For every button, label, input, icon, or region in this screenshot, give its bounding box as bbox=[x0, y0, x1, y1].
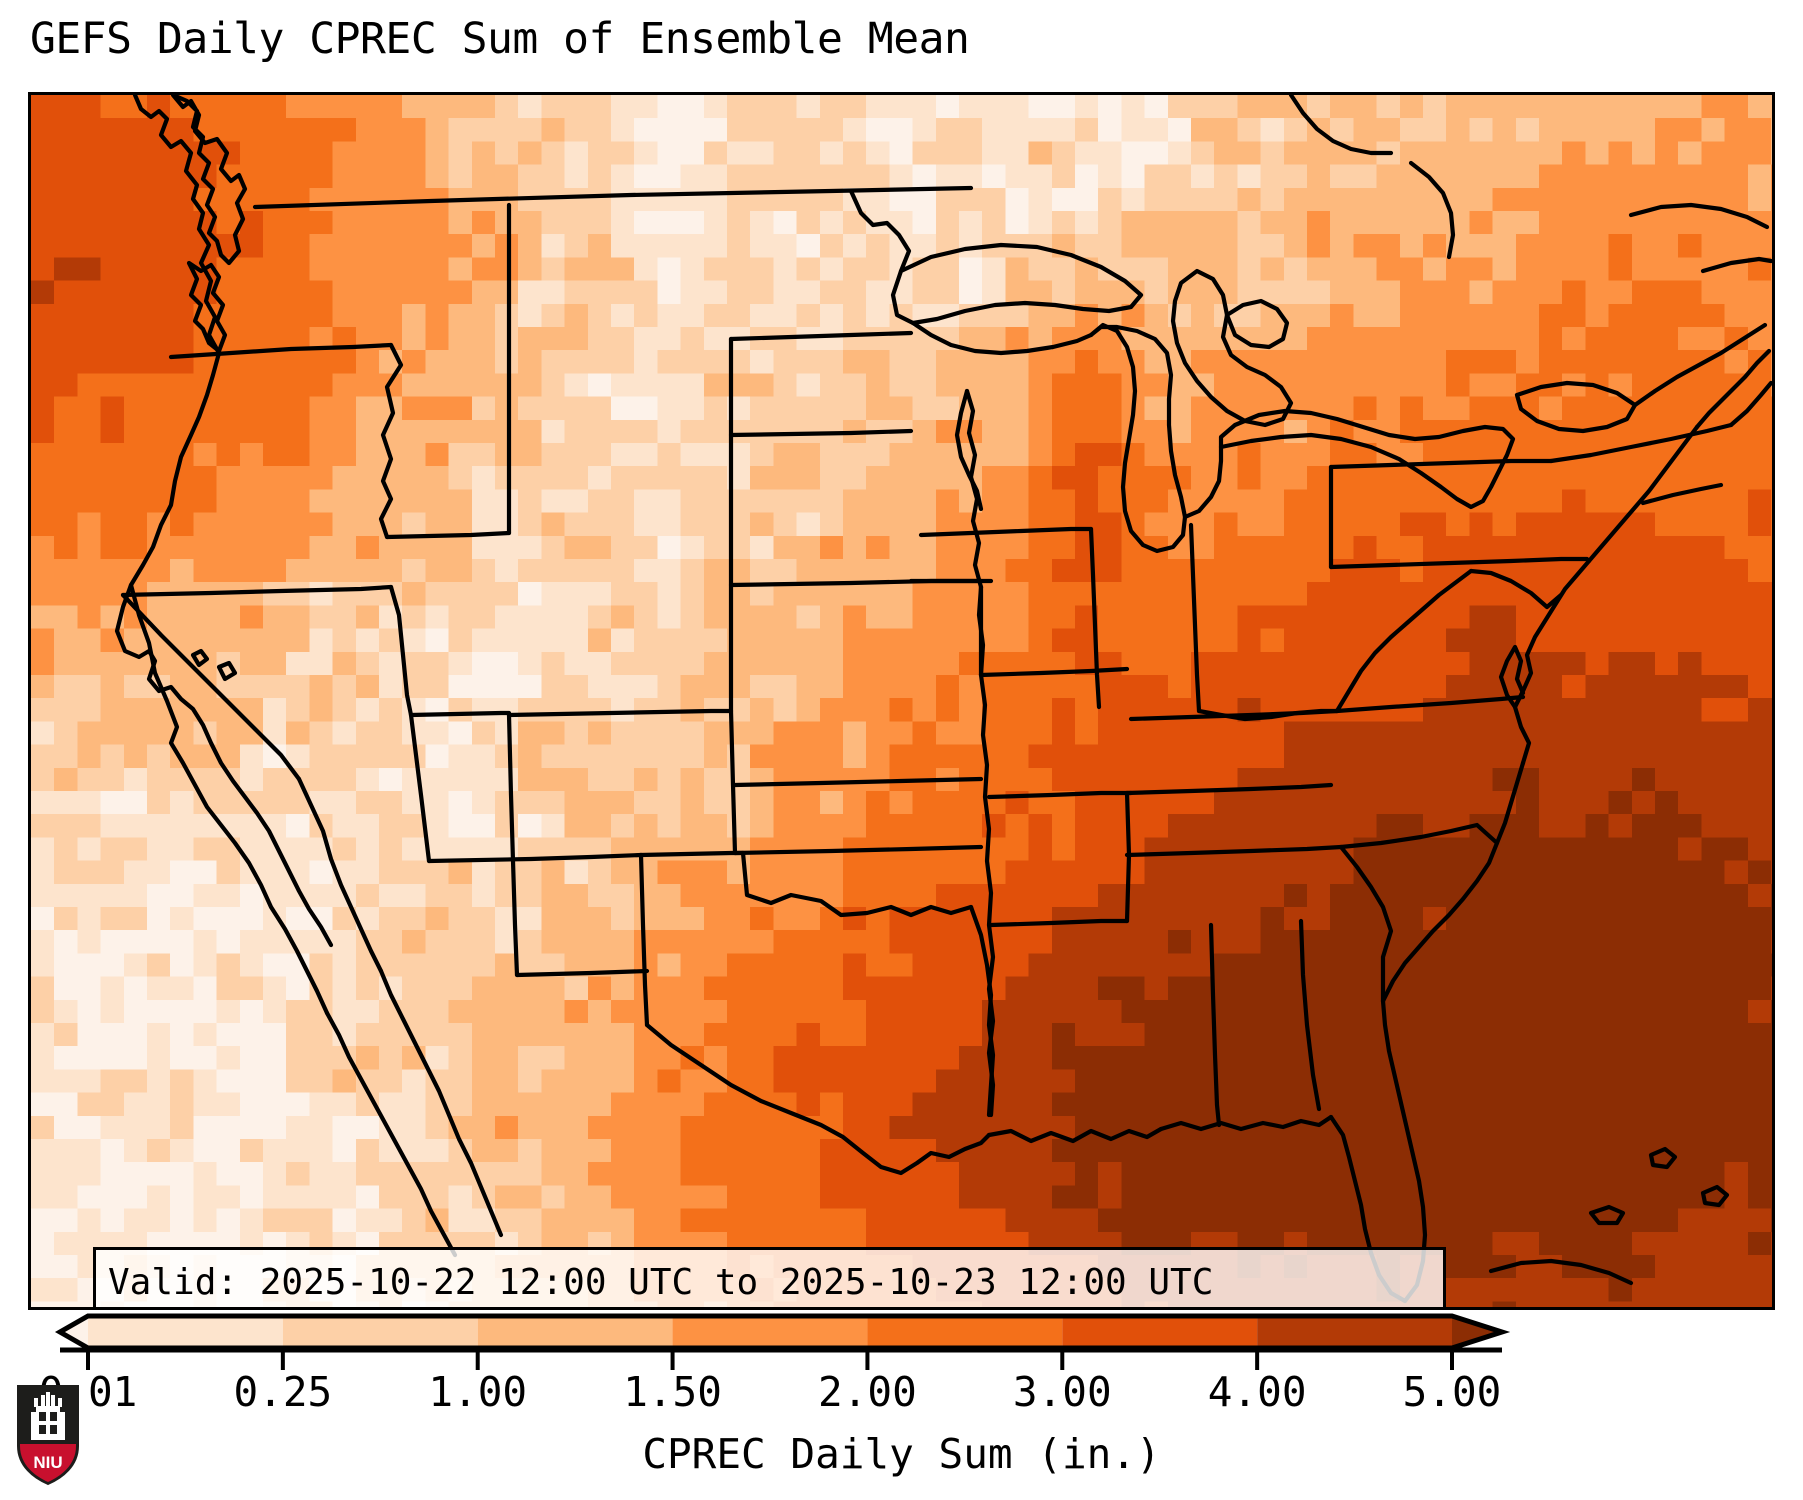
run-time-text: Run: 2025-10-02 00:00 UTC bbox=[108, 1308, 1431, 1310]
info-box: Valid: 2025-10-22 12:00 UTC to 2025-10-2… bbox=[93, 1247, 1446, 1310]
colorbar-canvas bbox=[54, 1313, 1511, 1370]
logo-tower-windows bbox=[39, 1412, 57, 1434]
precipitation-map: Valid: 2025-10-22 12:00 UTC to 2025-10-2… bbox=[28, 92, 1775, 1310]
niu-logo-icon: NIU bbox=[17, 1385, 79, 1486]
valid-time-text: Valid: 2025-10-22 12:00 UTC to 2025-10-2… bbox=[108, 1262, 1214, 1303]
page-title: GEFS Daily CPREC Sum of Ensemble Mean bbox=[30, 14, 970, 64]
colorbar-axis-label: CPREC Daily Sum (in.) bbox=[642, 1430, 1161, 1478]
colorbar-bands bbox=[60, 1316, 1502, 1348]
logo-tower-icon bbox=[31, 1392, 65, 1440]
colorbar-tick-5: 3.00 bbox=[1012, 1368, 1112, 1416]
logo-text: NIU bbox=[33, 1453, 62, 1472]
colorbar-tick-3: 1.50 bbox=[623, 1368, 722, 1416]
map-canvas bbox=[31, 95, 1772, 1307]
colorbar-tick-labels: 0.01 0.25 1.00 1.50 2.00 3.00 4.00 5.00 bbox=[0, 1368, 1803, 1424]
colorbar-tick-2: 1.00 bbox=[428, 1368, 528, 1416]
colorbar-tick-1: 0.25 bbox=[233, 1368, 333, 1416]
colorbar bbox=[0, 1312, 1803, 1382]
geographic-boundaries bbox=[114, 95, 1772, 1304]
colorbar-ticks bbox=[60, 1347, 1502, 1370]
colorbar-tick-4: 2.00 bbox=[818, 1368, 917, 1416]
colorbar-tick-6: 4.00 bbox=[1207, 1368, 1307, 1416]
colorbar-tick-7: 5.00 bbox=[1402, 1368, 1502, 1416]
